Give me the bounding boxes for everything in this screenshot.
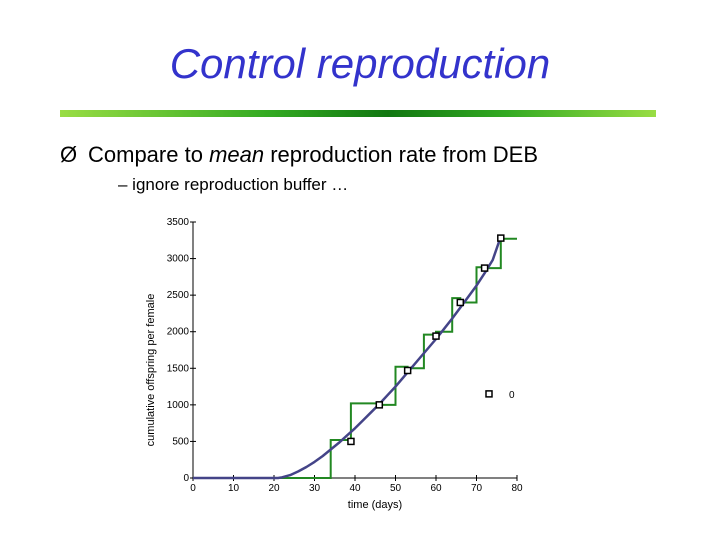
x-tick-label: 80 [511, 483, 523, 494]
y-tick-label: 500 [172, 436, 189, 447]
y-tick-label: 1500 [167, 363, 190, 374]
y-tick-label: 2500 [167, 290, 190, 301]
bullet-text-emphasis: mean [209, 142, 265, 167]
x-tick-label: 60 [430, 483, 442, 494]
data-point-marker [403, 366, 412, 375]
bullet-compare: Ø Compare to mean reproduction rate from … [60, 142, 538, 168]
y-axis-label: cumulative offspring per female [145, 294, 157, 447]
bullet-text-pre: Compare to [88, 142, 210, 167]
y-tick-label: 1000 [167, 400, 190, 411]
bullet-text-post: reproduction rate from DEB [264, 142, 539, 167]
x-tick-label: 20 [268, 483, 280, 494]
slide-title: Control reproduction [169, 40, 551, 87]
x-tick-label: 0 [190, 483, 196, 494]
legend-marker [485, 390, 493, 398]
x-axis-label: time (days) [348, 499, 402, 511]
data-point-marker [480, 264, 489, 272]
y-tick-label: 2000 [167, 327, 190, 338]
x-tick-label: 40 [349, 483, 361, 494]
y-tick-label: 3500 [167, 217, 190, 228]
title-underline [60, 110, 656, 117]
x-tick-label: 70 [471, 483, 483, 494]
arrow-bullet-icon: Ø [60, 142, 78, 167]
x-tick-label: 50 [390, 483, 402, 494]
model-curve-line [193, 236, 502, 480]
data-point-marker [432, 332, 440, 340]
data-point-marker [375, 401, 384, 409]
legend-label: 0 [509, 390, 515, 401]
x-tick-label: 30 [309, 483, 321, 494]
x-tick-label: 10 [228, 483, 240, 494]
data-point-marker [456, 298, 465, 307]
subbullet-ignore-buffer: – ignore reproduction buffer … [118, 175, 349, 194]
data-point-marker [347, 437, 355, 446]
y-tick-label: 0 [183, 473, 189, 484]
step-series-line [193, 237, 517, 479]
data-point-marker [497, 234, 505, 242]
y-tick-label: 3000 [167, 254, 190, 265]
